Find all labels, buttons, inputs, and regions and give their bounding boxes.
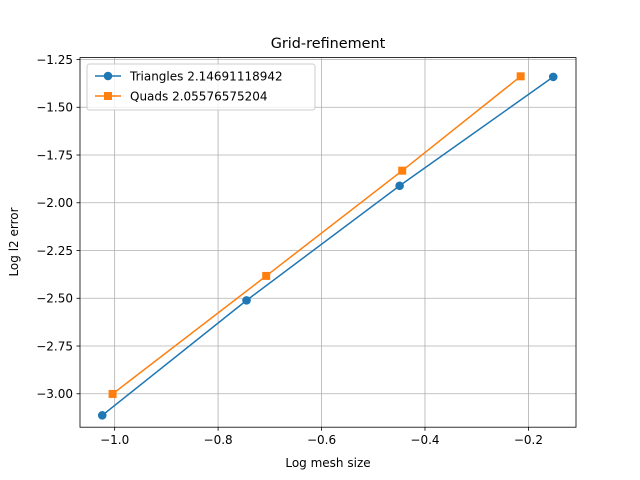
data-point (108, 389, 117, 398)
legend-entry: Triangles 2.14691118942 (95, 69, 283, 83)
data-point (262, 271, 271, 280)
data-point (516, 72, 525, 81)
legend: Triangles 2.14691118942 Quads 2.055765752… (86, 63, 316, 111)
x-axis-label: Log mesh size (285, 456, 370, 470)
series-layer (97, 72, 558, 420)
x-axis: −1.0 −0.8 −0.6 −0.4 −0.2 (100, 427, 543, 447)
data-point (398, 166, 407, 175)
series-2 (108, 72, 525, 398)
series-line (101, 76, 554, 416)
chart-title: Grid-refinement (271, 36, 386, 52)
y-tick-label: −3.00 (36, 387, 73, 401)
y-axis-label: Log l2 error (7, 207, 21, 276)
y-tick-label: −1.25 (36, 53, 73, 67)
x-tick-label: −0.8 (204, 433, 233, 447)
y-tick-label: −2.50 (36, 292, 73, 306)
y-tick-label: −2.00 (36, 196, 73, 210)
x-tick-label: −1.0 (100, 433, 129, 447)
legend-entry: Quads 2.05576575204 (95, 89, 268, 103)
legend-marker (103, 71, 113, 81)
data-point (97, 411, 107, 420)
x-tick-label: −0.6 (307, 433, 336, 447)
data-point (548, 72, 558, 82)
y-tick-label: −2.25 (36, 244, 73, 258)
y-axis: −1.25 −1.50 −1.75 −2.00 −2.25 −2.50 −2.75 −3.00 (36, 53, 80, 401)
y-tick-label: −1.75 (36, 148, 73, 162)
y-tick-label: −2.75 (36, 339, 73, 353)
legend-marker (104, 92, 112, 100)
x-tick-label: −0.2 (514, 433, 543, 447)
series-1 (97, 72, 558, 420)
legend-box (86, 63, 316, 111)
y-tick-label: −1.50 (36, 101, 73, 115)
x-tick-label: −0.4 (410, 433, 439, 447)
data-point (242, 296, 251, 305)
plot-frame (79, 57, 577, 428)
legend-label: Quads 2.05576575204 (130, 89, 268, 103)
legend-label: Triangles 2.14691118942 (129, 69, 283, 83)
series-line (112, 75, 522, 395)
grid (80, 57, 576, 428)
data-point (395, 181, 404, 191)
